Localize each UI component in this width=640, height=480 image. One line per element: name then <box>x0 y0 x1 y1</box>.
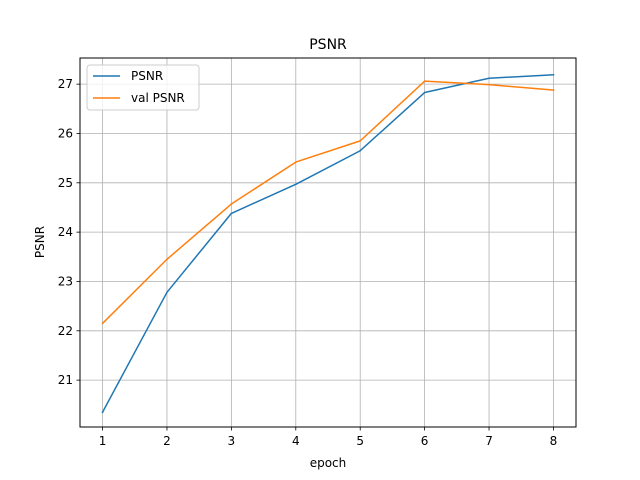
x-tick-label: 6 <box>421 434 429 448</box>
x-axis: 1 2 3 4 5 6 7 8 <box>99 427 558 448</box>
x-tick-label: 4 <box>292 434 300 448</box>
data-point-val-psnr <box>101 322 104 325</box>
series-line-psnr <box>101 73 555 414</box>
data-point-psnr <box>101 411 104 413</box>
data-point-val-psnr <box>230 203 233 205</box>
chart-title: PSNR <box>309 37 347 53</box>
x-axis-label: epoch <box>310 456 347 470</box>
data-point-val-psnr <box>295 161 297 163</box>
y-tick-label: 23 <box>58 274 73 288</box>
data-point-psnr <box>359 149 361 152</box>
y-axis: 21 22 23 24 25 26 27 <box>58 77 80 387</box>
y-tick-label: 22 <box>58 324 73 338</box>
data-point-val-psnr <box>488 83 490 86</box>
x-tick-label: 8 <box>550 434 558 448</box>
y-tick-label: 27 <box>58 77 73 91</box>
y-tick-label: 24 <box>58 225 73 239</box>
x-tick-label: 2 <box>163 434 171 448</box>
series-line-val-psnr <box>101 80 555 325</box>
y-tick-label: 25 <box>58 176 73 190</box>
y-tick-label: 26 <box>58 126 73 140</box>
legend-label: PSNR <box>131 69 163 83</box>
axes-frame <box>79 57 577 428</box>
data-point-psnr <box>423 91 426 94</box>
plot-area <box>101 73 555 414</box>
data-point-psnr <box>552 74 555 76</box>
data-point-psnr <box>295 183 297 186</box>
grid <box>80 58 576 427</box>
legend: PSNR val PSNR <box>86 64 200 111</box>
legend-label: val PSNR <box>131 91 185 105</box>
x-tick-label: 7 <box>485 434 493 448</box>
data-point-val-psnr <box>359 140 361 142</box>
data-point-val-psnr <box>166 258 168 261</box>
x-tick-label: 1 <box>99 434 107 448</box>
y-axis-label: PSNR <box>33 226 47 258</box>
data-point-psnr <box>488 77 490 79</box>
y-tick-label: 21 <box>58 373 73 387</box>
x-tick-label: 5 <box>356 434 364 448</box>
data-point-val-psnr <box>423 80 426 82</box>
x-tick-label: 3 <box>228 434 236 448</box>
data-point-val-psnr <box>552 89 555 91</box>
data-point-psnr <box>166 291 168 294</box>
data-point-psnr <box>230 212 233 215</box>
